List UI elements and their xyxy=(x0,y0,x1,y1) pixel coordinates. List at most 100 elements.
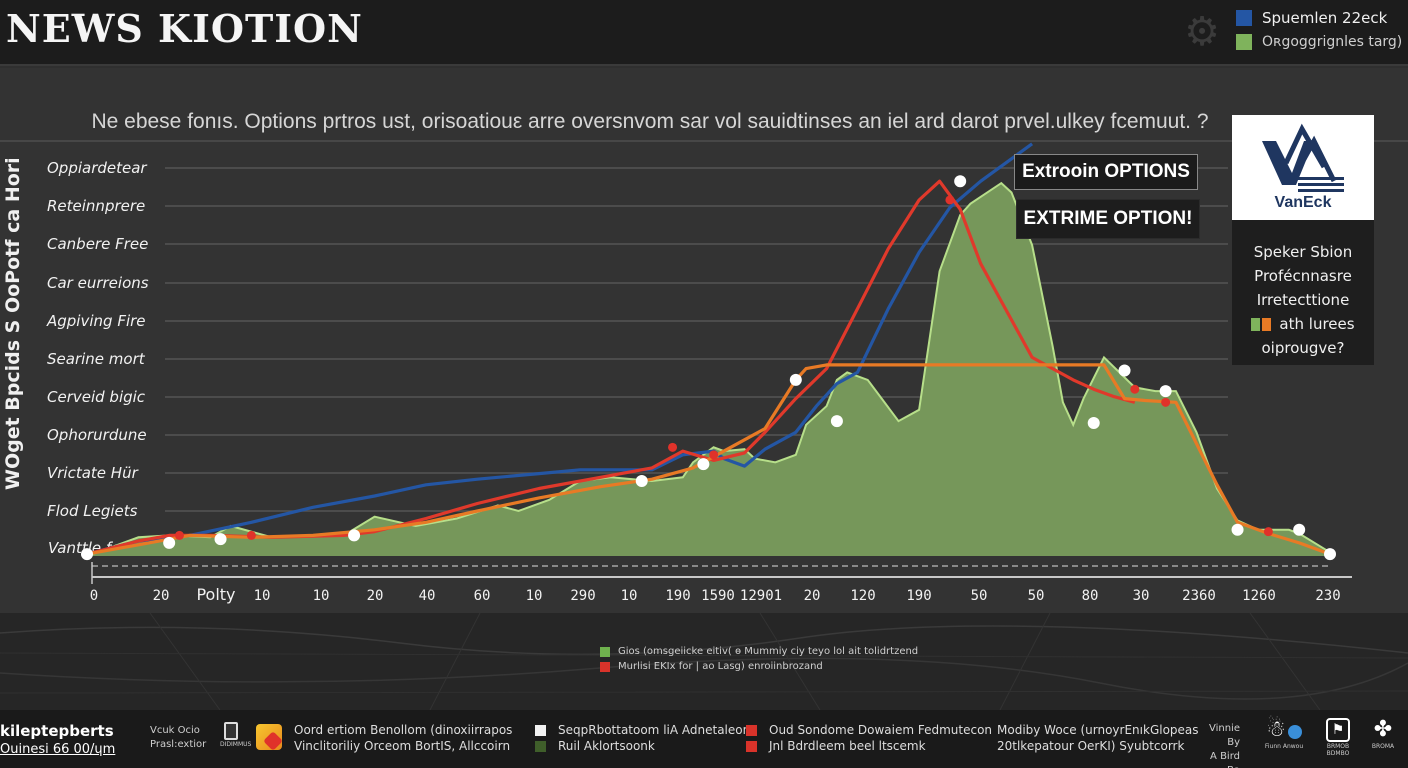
legend-label: Gios (omsgeiicke eitiv( ɵ Mummiy ciy tey… xyxy=(618,646,919,657)
footer-text-line: 20tlkepatour OerKI) Syubtcorrk xyxy=(997,739,1185,753)
y-tick-label: Vrictate Hür xyxy=(47,464,139,482)
footer-small-line: Vcuk Ocio xyxy=(150,725,200,736)
brand-line: Irretecttione xyxy=(1256,291,1350,309)
y-tick-label: Cerveid bigic xyxy=(47,388,146,406)
white-marker xyxy=(1231,523,1244,536)
footer-brand: kileptepberts Ouinesi 66 00/ɥm xyxy=(0,722,115,757)
top-legend: Spuemlen 22eck Oʀgoggrignles targ) xyxy=(1236,6,1402,54)
legend-label: Oud Sondome Dowaiem Fedmutecon xyxy=(769,723,993,737)
white-marker xyxy=(1087,416,1100,429)
legend-label: Oʀgoggrignles targ) xyxy=(1262,34,1403,50)
white-marker xyxy=(1324,548,1336,561)
footer-small-line: Vinnie By xyxy=(1208,723,1240,748)
brand-line: Speker Sbion xyxy=(1253,243,1353,261)
vaneck-logo: VanEck xyxy=(1232,115,1374,220)
x-tick-label: 1260 xyxy=(1242,588,1276,604)
red-marker xyxy=(246,530,256,540)
x-tick-label: 30 xyxy=(1133,588,1150,604)
map-background-band xyxy=(0,613,1408,710)
area-series xyxy=(87,183,1330,556)
white-marker xyxy=(163,536,176,549)
legend-label: Ruil Aklortsoonk xyxy=(558,739,655,753)
white-marker xyxy=(954,175,967,188)
x-tick-label: 290 xyxy=(570,588,595,604)
x-tick-label: 120 xyxy=(850,588,875,604)
y-tick-label: Agpiving Fire xyxy=(46,312,146,330)
annotation-extrime-option[interactable]: EXTRIME OPTION! xyxy=(1016,199,1200,239)
legend-swatch-green xyxy=(600,646,610,657)
brand-name: VanEck xyxy=(1274,194,1332,211)
brand-description: Speker Sbion Profécnnasre Irretecttione … xyxy=(1232,220,1374,360)
x-tick-label: 190 xyxy=(906,588,931,604)
y-tick-label: Ophorurdune xyxy=(47,426,147,444)
white-marker xyxy=(214,533,227,546)
x-tick-label: 50 xyxy=(1028,588,1045,604)
swatch-white xyxy=(535,724,546,736)
annotation-extrooin-options[interactable]: Extrooin OPTIONS xyxy=(1014,154,1198,190)
emblem-icon[interactable]: ✤ BROMA xyxy=(1366,718,1400,751)
footer-legend-right: Oud Sondome Dowaiem Fedmutecon Jnl Bdrdl… xyxy=(746,722,992,754)
legend-item: Murlisi EKIx for | ao Lasg) enroiinbroza… xyxy=(600,659,918,674)
brand-line: Profécnnasre xyxy=(1254,267,1352,285)
brand-line-with-swatches: ath lurees xyxy=(1238,312,1368,336)
document-icon[interactable]: DIDIMMUS xyxy=(220,722,252,748)
y-tick-label: Flod Legiets xyxy=(47,502,138,520)
white-marker xyxy=(830,415,843,428)
white-marker xyxy=(635,475,648,488)
footer-legend-item: SeqpRbottatoom liA Adnetaleon xyxy=(535,722,750,738)
icon-caption: DIDIMMUS xyxy=(220,741,252,748)
x-tick-label: 40 xyxy=(419,588,436,604)
x-tick-label: 20 xyxy=(153,588,170,604)
footer-legend-item: Oud Sondome Dowaiem Fedmutecon xyxy=(746,722,992,738)
line-series-orange-trend xyxy=(86,363,1331,556)
x-tick-label: 190 xyxy=(665,588,690,604)
white-marker xyxy=(789,373,802,386)
white-marker xyxy=(1118,364,1131,377)
x-tick-label: 10 xyxy=(621,588,638,604)
red-marker xyxy=(1161,397,1171,407)
legend-label: Spuemlen 22eck xyxy=(1262,9,1388,27)
y-tick-label: Canbere Free xyxy=(47,235,148,253)
app-icon[interactable] xyxy=(256,724,283,751)
red-marker xyxy=(945,195,955,205)
map-texture xyxy=(0,613,1408,710)
footer-small-text: Vcuk Ocio Prasl:extior xyxy=(150,724,206,752)
x-tick-label: 10 xyxy=(254,588,271,604)
icon-caption: BRMOB BDMBO xyxy=(1326,743,1350,757)
brand-line: ath lurees xyxy=(1279,315,1355,333)
white-marker xyxy=(697,458,710,471)
footer: kileptepberts Ouinesi 66 00/ɥm Vcuk Ocio… xyxy=(0,710,1408,768)
footer-small-line: Prasl:extior xyxy=(150,739,207,750)
x-tick-label: 80 xyxy=(1082,588,1099,604)
chart-subtitle: Ne ebese fonıs. Options prtros ust, oris… xyxy=(91,110,1209,133)
legend-swatch-green xyxy=(1236,34,1252,50)
footer-legend-item: Jnl Bdrdleem beel ltscemk xyxy=(746,738,992,754)
footer-text-block: Modiby Woce (urnoyrEnıkGlopeas 20tlkepat… xyxy=(997,722,1199,754)
mascot-icon[interactable]: ☃ Fiunn Anwou xyxy=(1254,718,1314,751)
icon-caption: Fiunn Anwou xyxy=(1264,743,1304,750)
x-tick-label: 0 xyxy=(90,588,98,604)
x-tick-label: 2360 xyxy=(1182,588,1216,604)
swatch-green xyxy=(1251,318,1261,331)
x-axis-title: Polty xyxy=(196,585,235,604)
legend-item: Gios (omsgeiicke eitiv( ɵ Mummiy ciy tey… xyxy=(600,644,918,659)
footer-text-block: Oord ertiom Benollom (dinoxiirrapos Vinc… xyxy=(294,722,512,754)
white-marker xyxy=(1293,523,1306,536)
footer-brand-link[interactable]: Ouinesi 66 00/ɥm xyxy=(0,742,116,757)
red-marker xyxy=(174,530,184,540)
divider xyxy=(0,140,1408,142)
x-tick-label: 1590 xyxy=(701,588,735,604)
red-marker xyxy=(1263,527,1273,537)
badge-icon[interactable]: ⚑ BRMOB BDMBO xyxy=(1323,718,1353,757)
gear-icon[interactable]: ⚙ xyxy=(1184,9,1220,55)
footer-text-line: Modiby Woce (urnoyrEnıkGlopeas xyxy=(997,723,1199,737)
x-axis xyxy=(91,562,1352,584)
x-tick-label: 60 xyxy=(474,588,491,604)
swatch-red xyxy=(746,724,757,736)
white-marker xyxy=(348,529,361,542)
footer-legend-item: Ruil Aklortsoonk xyxy=(535,738,750,754)
chart-legend: Gios (omsgeiicke eitiv( ɵ Mummiy ciy tey… xyxy=(600,644,918,674)
legend-swatch-blue xyxy=(1236,10,1252,26)
y-tick-label: Reteinnprere xyxy=(47,197,145,215)
